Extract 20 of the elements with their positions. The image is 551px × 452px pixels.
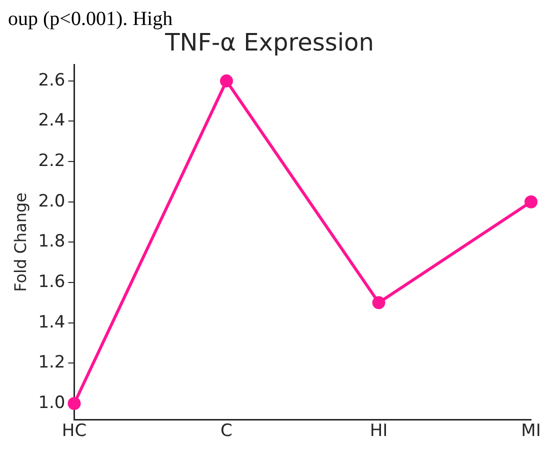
point: [524, 195, 538, 208]
y-tick-label: 2.4: [38, 110, 66, 131]
y-tick-label: 1.6: [38, 272, 66, 292]
point: [372, 296, 386, 310]
y-axis-title: Fold Change: [10, 192, 30, 292]
x-tick-label: MI: [521, 421, 541, 442]
y-tick-label: 1.8: [38, 232, 66, 252]
y-tick-label: 1.2: [38, 352, 66, 373]
x-tick-label: HI: [370, 421, 388, 442]
y-tick-label: 2.2: [38, 150, 66, 171]
chart-title: TNF-α Expression: [164, 28, 374, 57]
point: [68, 396, 81, 410]
text: oup (p<0.001). High: [8, 8, 174, 30]
y-tick-label: 1.4: [38, 312, 66, 332]
point: [220, 74, 233, 88]
y-tick-label: 1.0: [38, 392, 66, 413]
y-tick-label: 2.6: [38, 70, 66, 90]
x-tick-label: HC: [62, 421, 87, 442]
y-tick-label: 2.0: [38, 191, 66, 212]
x-tick-label: C: [220, 421, 232, 442]
